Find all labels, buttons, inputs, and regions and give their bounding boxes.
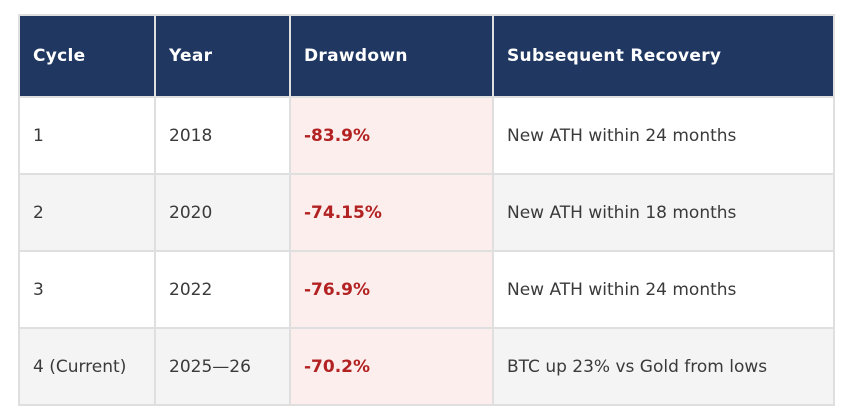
header-row: Cycle Year Drawdown Subsequent Recovery	[18, 14, 835, 98]
table-row: 1 2018 -83.9% New ATH within 24 months	[18, 96, 835, 175]
cell-recovery: New ATH within 24 months	[492, 250, 835, 329]
cell-recovery: BTC up 23% vs Gold from lows	[492, 327, 835, 406]
drawdown-table: Cycle Year Drawdown Subsequent Recovery …	[18, 14, 835, 406]
column-header-drawdown: Drawdown	[289, 14, 494, 98]
cell-cycle: 4 (Current)	[18, 327, 156, 406]
cell-year: 2022	[154, 250, 291, 329]
cell-drawdown: -74.15%	[289, 173, 494, 252]
cell-drawdown: -70.2%	[289, 327, 494, 406]
cell-drawdown: -76.9%	[289, 250, 494, 329]
table-body: 1 2018 -83.9% New ATH within 24 months 2…	[18, 96, 835, 406]
column-header-recovery: Subsequent Recovery	[492, 14, 835, 98]
cell-recovery: New ATH within 18 months	[492, 173, 835, 252]
cell-year: 2018	[154, 96, 291, 175]
column-header-cycle: Cycle	[18, 14, 156, 98]
column-header-year: Year	[154, 14, 291, 98]
cell-cycle: 3	[18, 250, 156, 329]
cell-cycle: 1	[18, 96, 156, 175]
cell-drawdown: -83.9%	[289, 96, 494, 175]
cell-year: 2025—26	[154, 327, 291, 406]
cell-year: 2020	[154, 173, 291, 252]
table-row: 4 (Current) 2025—26 -70.2% BTC up 23% vs…	[18, 327, 835, 406]
table-row: 2 2020 -74.15% New ATH within 18 months	[18, 173, 835, 252]
table-row: 3 2022 -76.9% New ATH within 24 months	[18, 250, 835, 329]
cell-recovery: New ATH within 24 months	[492, 96, 835, 175]
cell-cycle: 2	[18, 173, 156, 252]
table-header: Cycle Year Drawdown Subsequent Recovery	[18, 14, 835, 98]
